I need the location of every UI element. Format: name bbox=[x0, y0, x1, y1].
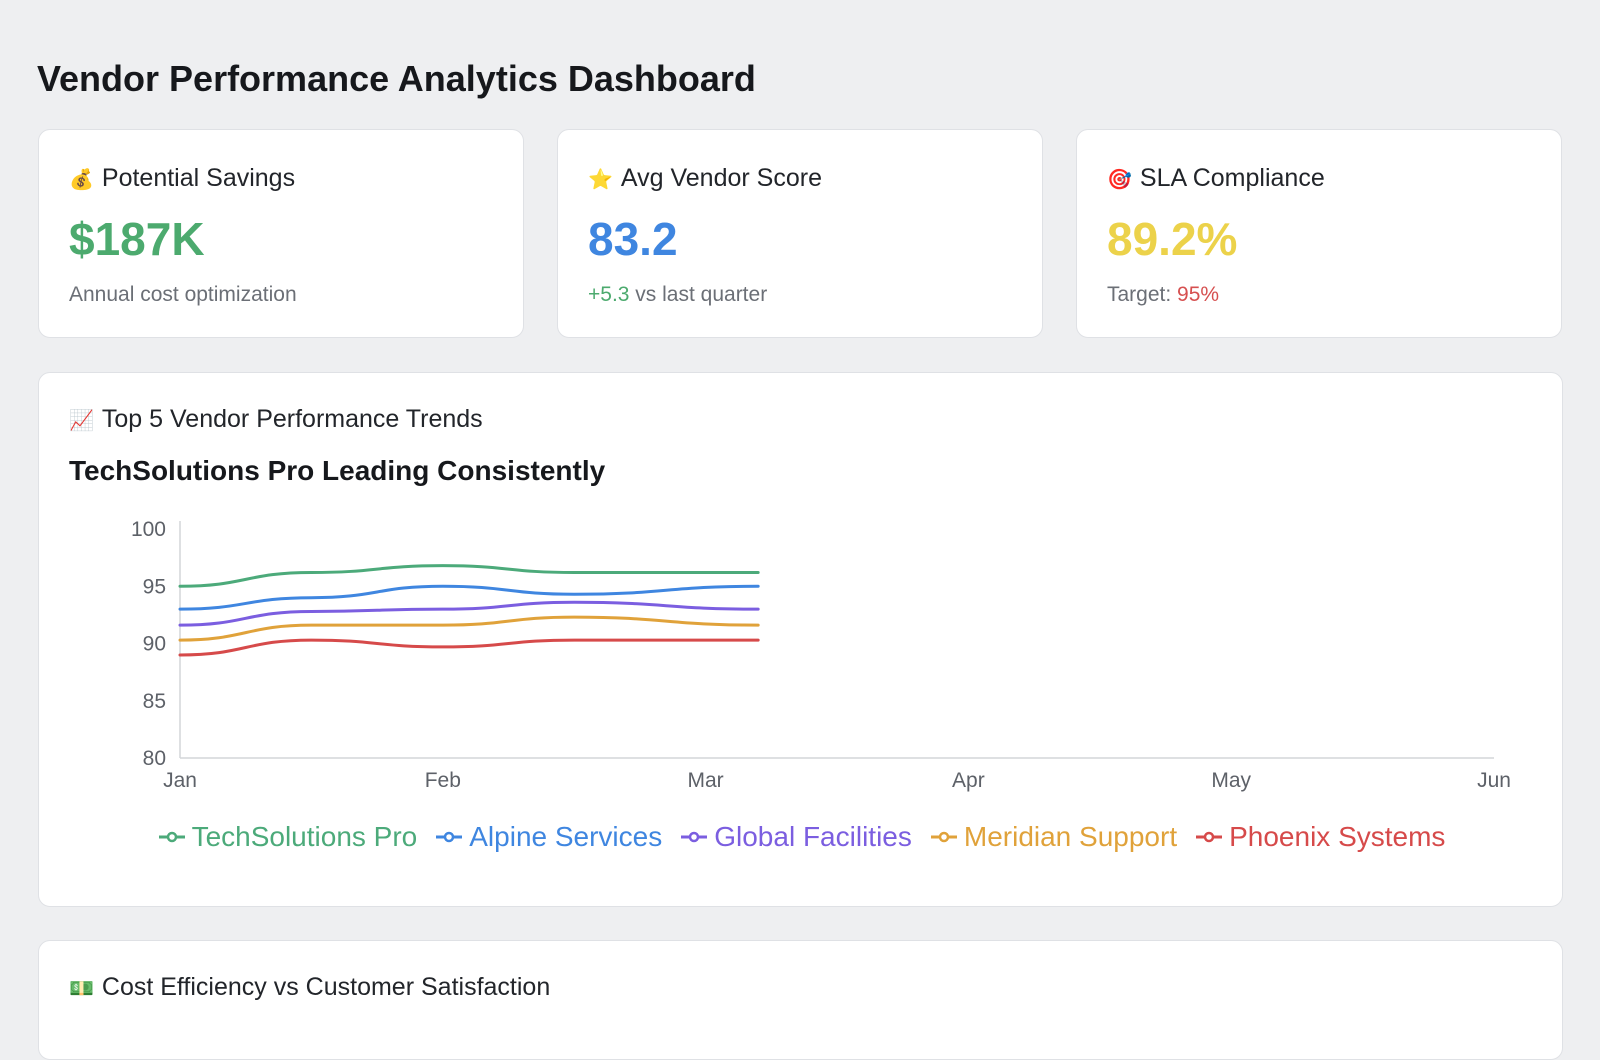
kpi-value: $187K bbox=[69, 213, 205, 265]
legend-marker-icon bbox=[681, 831, 708, 843]
kpi-sub-prefix: +5.3 bbox=[588, 283, 630, 306]
kpi-subtext: +5.3 vs last quarter bbox=[588, 283, 767, 307]
series-line-global-facilities bbox=[178, 600, 760, 627]
y-tick-label: 95 bbox=[143, 575, 166, 598]
money-bag-icon: 💰 bbox=[69, 166, 94, 191]
legend-marker-icon bbox=[1196, 831, 1223, 843]
kpi-header: ⭐ Avg Vendor Score bbox=[588, 164, 822, 193]
y-tick-label: 85 bbox=[143, 690, 166, 713]
legend-item[interactable]: TechSolutions Pro bbox=[158, 821, 418, 853]
chart-legend: TechSolutions Pro Alpine Services Global F… bbox=[39, 821, 1564, 853]
legend-label: Phoenix Systems bbox=[1229, 821, 1446, 852]
legend-marker-icon bbox=[436, 831, 463, 843]
kpi-card-avg-vendor-score: ⭐ Avg Vendor Score 83.2 +5.3 vs last qua… bbox=[557, 129, 1043, 338]
x-tick-label: Apr bbox=[952, 769, 985, 792]
kpi-label: SLA Compliance bbox=[1139, 164, 1325, 192]
kpi-sub-text: Target: bbox=[1107, 283, 1178, 306]
series-line-alpine-services bbox=[178, 584, 760, 611]
x-tick-label: May bbox=[1211, 769, 1251, 792]
kpi-card-potential-savings: 💰 Potential Savings $187K Annual cost op… bbox=[38, 129, 524, 338]
legend-label: Alpine Services bbox=[469, 821, 663, 852]
x-tick-label: Mar bbox=[688, 769, 724, 792]
legend-item[interactable]: Alpine Services bbox=[435, 821, 662, 853]
chart-card-header: 💵 Cost Efficiency vs Customer Satisfacti… bbox=[69, 973, 550, 1002]
chart-title: TechSolutions Pro Leading Consistently bbox=[69, 455, 606, 486]
kpi-sub-text: Annual cost optimization bbox=[69, 283, 297, 306]
vendor-trends-card: 📈 Top 5 Vendor Performance Trends TechSo… bbox=[38, 372, 1563, 907]
kpi-sub-text: vs last quarter bbox=[629, 283, 768, 306]
chart-increasing-icon: 📈 bbox=[69, 407, 94, 432]
kpi-header: 💰 Potential Savings bbox=[69, 164, 295, 193]
legend-item[interactable]: Meridian Support bbox=[930, 821, 1177, 853]
y-tick-label: 80 bbox=[143, 747, 166, 770]
cost-efficiency-card: 💵 Cost Efficiency vs Customer Satisfacti… bbox=[38, 940, 1563, 1060]
chart-card-header: 📈 Top 5 Vendor Performance Trends bbox=[69, 405, 483, 434]
star-icon: ⭐ bbox=[588, 166, 613, 191]
legend-label: Meridian Support bbox=[963, 821, 1178, 852]
x-tick-label: Jan bbox=[163, 769, 197, 792]
kpi-subtext: Annual cost optimization bbox=[69, 283, 297, 307]
kpi-sub-suffix: 95% bbox=[1177, 283, 1220, 306]
chart-card-heading: Top 5 Vendor Performance Trends bbox=[101, 405, 483, 433]
kpi-label: Avg Vendor Score bbox=[620, 164, 822, 192]
series-line-phoenix-systems bbox=[178, 638, 760, 657]
legend-item[interactable]: Global Facilities bbox=[680, 821, 912, 853]
series-line-techsolutions-pro bbox=[178, 564, 760, 588]
legend-marker-icon bbox=[158, 831, 185, 843]
legend-item[interactable]: Phoenix Systems bbox=[1195, 821, 1445, 853]
y-tick-label: 90 bbox=[143, 633, 166, 656]
x-tick-label: Jun bbox=[1477, 769, 1511, 792]
series-line-meridian-support bbox=[178, 615, 760, 642]
kpi-label: Potential Savings bbox=[101, 164, 296, 192]
page-title: Vendor Performance Analytics Dashboard bbox=[37, 58, 756, 99]
kpi-value: 89.2% bbox=[1107, 213, 1238, 265]
target-icon: 🎯 bbox=[1107, 166, 1132, 191]
dollar-banknote-icon: 💵 bbox=[69, 975, 94, 1000]
kpi-subtext: Target: 95% bbox=[1107, 283, 1219, 307]
legend-label: Global Facilities bbox=[714, 821, 912, 852]
x-tick-label: Feb bbox=[425, 769, 461, 792]
legend-label: TechSolutions Pro bbox=[191, 821, 418, 852]
kpi-value: 83.2 bbox=[588, 213, 678, 265]
kpi-header: 🎯 SLA Compliance bbox=[1107, 164, 1325, 193]
chart-card-heading: Cost Efficiency vs Customer Satisfaction bbox=[101, 973, 551, 1001]
legend-marker-icon bbox=[930, 831, 957, 843]
kpi-card-sla-compliance: 🎯 SLA Compliance 89.2% Target: 95% bbox=[1076, 129, 1562, 338]
y-tick-label: 100 bbox=[131, 518, 166, 541]
